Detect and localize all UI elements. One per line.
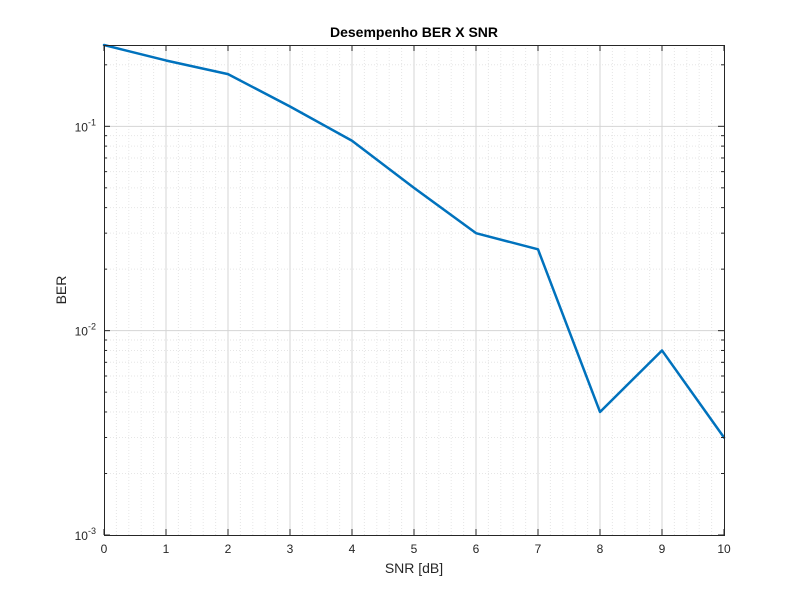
y-tick-label: 10-3 <box>75 526 96 543</box>
x-tick-label: 7 <box>535 542 542 556</box>
x-tick-label: 8 <box>597 542 604 556</box>
x-tick-label: 4 <box>349 542 356 556</box>
y-axis-label: BER <box>53 276 69 305</box>
y-tick-label: 10-1 <box>75 117 96 134</box>
x-axis-label: SNR [dB] <box>385 560 443 576</box>
x-tick-label: 1 <box>163 542 170 556</box>
x-tick-label: 0 <box>101 542 108 556</box>
x-tick-label: 9 <box>659 542 666 556</box>
x-tick-label: 2 <box>225 542 232 556</box>
x-tick-label: 3 <box>287 542 294 556</box>
ticks: 0 1 2 3 4 5 6 7 8 9 10 10-1 10-2 10-3 <box>75 45 731 556</box>
chart-title: Desempenho BER X SNR <box>330 24 498 40</box>
x-tick-label: 6 <box>473 542 480 556</box>
x-tick-label: 5 <box>411 542 418 556</box>
y-tick-label: 10-2 <box>75 322 96 339</box>
x-tick-label: 10 <box>717 542 731 556</box>
grid <box>104 45 724 535</box>
